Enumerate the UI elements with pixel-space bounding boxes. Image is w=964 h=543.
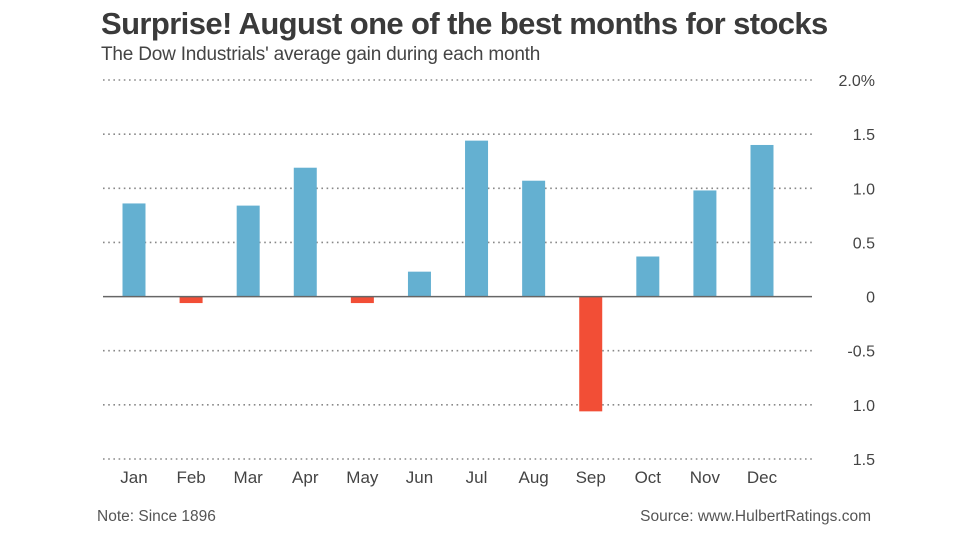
bars [122,140,774,412]
x-tick-label: Aug [519,468,549,487]
y-tick-label: -0.5 [847,344,875,361]
bar-dec [750,144,774,297]
x-tick-label: Mar [234,468,264,487]
chart-source: Source: www.HulbertRatings.com [640,508,871,525]
y-tick-label: 0 [866,290,875,307]
x-tick-label: Jun [406,468,433,487]
x-tick-label: Sep [576,468,606,487]
x-tick-label: Nov [690,468,721,487]
chart-subtitle: The Dow Industrials' average gain during… [101,44,541,65]
bar-jul [465,140,489,297]
y-axis-ticks: 2.0% 1.5 1.0 0.5 0 -0.5 1.0 1.5 [839,73,876,469]
bar-jan [122,203,146,297]
x-tick-label: May [346,468,379,487]
y-tick-label: 1.0 [853,398,875,415]
bar-mar [236,205,260,297]
x-tick-label: Apr [292,468,319,487]
y-tick-label: 1.5 [853,452,875,469]
bar-feb [179,296,203,304]
bar-aug [522,180,546,297]
x-axis-ticks: Jan Feb Mar Apr May Jun Jul Aug Sep Oct Nov Dec [120,468,777,487]
y-tick-label: 2.0% [839,73,875,90]
x-tick-label: Jul [466,468,488,487]
bar-sep [579,296,603,412]
x-tick-label: Oct [635,468,662,487]
y-tick-label: 0.5 [853,235,875,252]
x-tick-label: Jan [120,468,147,487]
bar-may [350,296,374,304]
x-tick-label: Feb [176,468,205,487]
chart-title: Surprise! August one of the best months … [101,6,828,41]
bar-nov [693,190,717,297]
x-tick-label: Dec [747,468,778,487]
bar-jun [407,271,431,297]
gridlines [103,79,812,460]
y-tick-label: 1.5 [853,127,875,144]
bar-apr [293,167,317,297]
bar-oct [636,256,660,297]
y-tick-label: 1.0 [853,181,875,198]
chart-note: Note: Since 1896 [97,508,216,525]
